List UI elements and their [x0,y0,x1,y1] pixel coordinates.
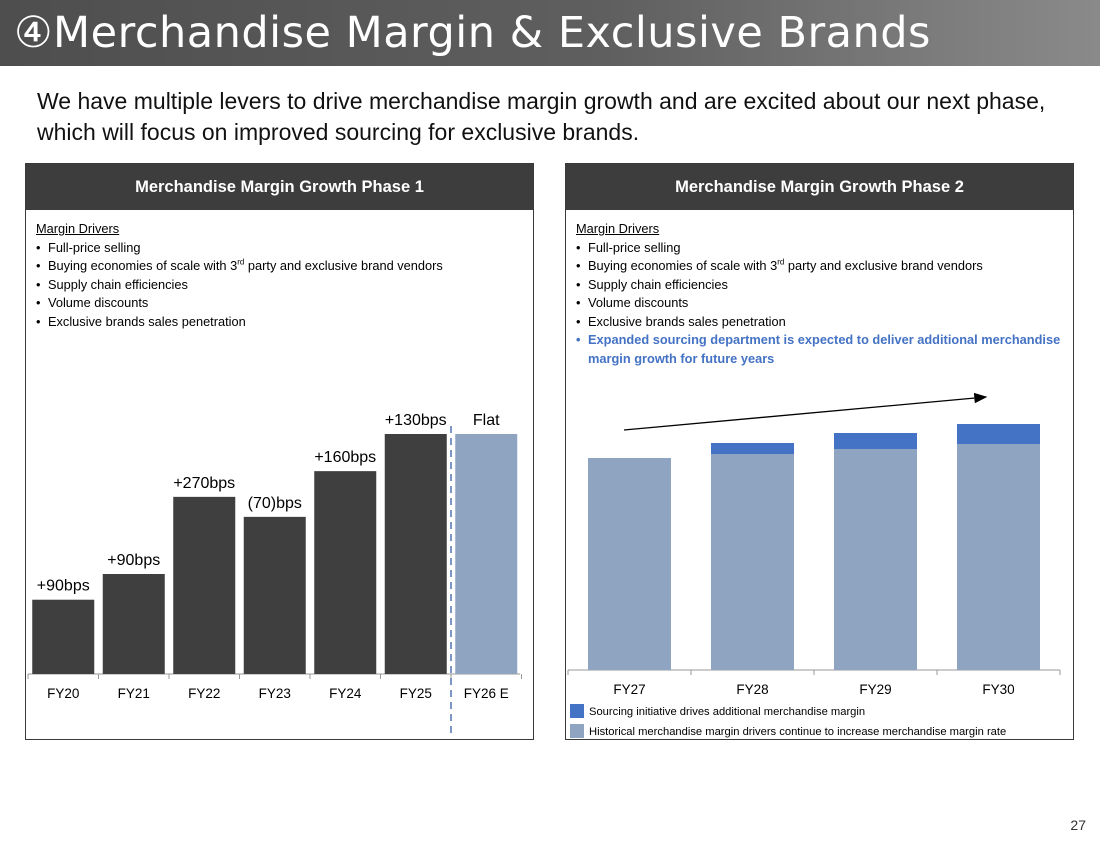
historical-bar-fy27 [588,458,671,670]
sourcing-bar-fy30 [957,424,1040,444]
driver-text-pre: Buying economies of scale with 3 [588,258,778,273]
x-tick-label: FY29 [859,682,891,697]
phase2-panel: Merchandise Margin Growth Phase 2 Margin… [565,163,1074,740]
phase1-drivers-heading: Margin Drivers [36,221,120,236]
bar-fy21 [102,574,165,674]
phase1-panel: Merchandise Margin Growth Phase 1 Margin… [25,163,534,740]
data-label: (70)bps [248,495,302,512]
phase2-driver-highlight: Expanded sourcing department is expected… [576,331,1073,368]
phase1-driver: Volume discounts [36,294,443,313]
x-tick-label: FY27 [613,682,645,697]
phase1-chart: +90bps FY20 +90bps FY21 +270bps FY22 (70)bps FY… [27,412,522,734]
phase1-drivers: Margin Drivers Full-price selling Buying… [36,220,443,331]
bar-fy23 [243,516,306,674]
page-subtitle: We have multiple levers to drive merchan… [37,88,1046,145]
legend-swatch [570,704,584,718]
bar-fy25 [384,434,447,674]
data-label: +270bps [173,475,235,492]
phase1-driver: Full-price selling [36,239,443,258]
sourcing-bar-fy28 [711,443,794,454]
legend-label: Historical merchandise margin drivers co… [589,726,1006,738]
phase2-driver: Supply chain efficiencies [576,276,1073,295]
data-label: Flat [473,412,500,429]
driver-text-post: party and exclusive brand vendors [244,258,443,273]
phase1-driver: Exclusive brands sales penetration [36,313,443,332]
x-tick-label: FY21 [118,686,150,701]
x-tick-label: FY25 [400,686,432,701]
data-label: +90bps [107,552,160,569]
phase2-driver: Buying economies of scale with 3rd party… [576,257,1073,276]
bar-fy20 [32,599,95,674]
phase2-driver: Exclusive brands sales penetration [576,313,1073,332]
bar-fy22 [173,496,236,674]
legend-swatch [570,724,584,738]
x-tick-label: FY28 [736,682,768,697]
phase1-driver: Supply chain efficiencies [36,276,443,295]
phase1-driver: Buying economies of scale with 3rd party… [36,257,443,276]
phase2-drivers-heading: Margin Drivers [576,221,660,236]
driver-text-sup: rd [777,257,785,267]
x-tick-label: FY23 [259,686,291,701]
driver-text-pre: Buying economies of scale with 3 [48,258,238,273]
title-bar: ④Merchandise Margin & Exclusive Brands [0,0,1100,66]
data-label: +90bps [37,578,90,595]
historical-bar-fy28 [711,454,794,670]
page-title: ④Merchandise Margin & Exclusive Brands [14,8,931,58]
x-tick-label: FY30 [982,682,1014,697]
sourcing-bar-fy29 [834,433,917,449]
data-label: +160bps [314,449,376,466]
bar-fy26-e [455,434,518,674]
driver-text-sup: rd [237,257,245,267]
legend-label: Sourcing initiative drives additional me… [589,706,865,718]
driver-text-post: party and exclusive brand vendors [784,258,983,273]
bar-fy24 [314,471,377,674]
x-tick-label: FY26 E [464,686,509,701]
phase1-header: Merchandise Margin Growth Phase 1 [26,164,533,210]
phase2-header: Merchandise Margin Growth Phase 2 [566,164,1073,210]
x-tick-label: FY20 [47,686,79,701]
historical-bar-fy30 [957,444,1040,670]
data-label: +130bps [385,412,447,429]
x-tick-label: FY24 [329,686,362,701]
phase2-chart: FY27 FY28 FY29 FY30 Sourcing initiative driv… [567,392,1061,738]
phase2-driver: Volume discounts [576,294,1073,313]
x-tick-label: FY22 [188,686,220,701]
page-number: 27 [1070,817,1086,833]
trend-arrow [623,392,988,431]
historical-bar-fy29 [834,449,917,670]
phase2-drivers: Margin Drivers Full-price selling Buying… [576,220,1073,368]
phase2-driver: Full-price selling [576,239,1073,258]
